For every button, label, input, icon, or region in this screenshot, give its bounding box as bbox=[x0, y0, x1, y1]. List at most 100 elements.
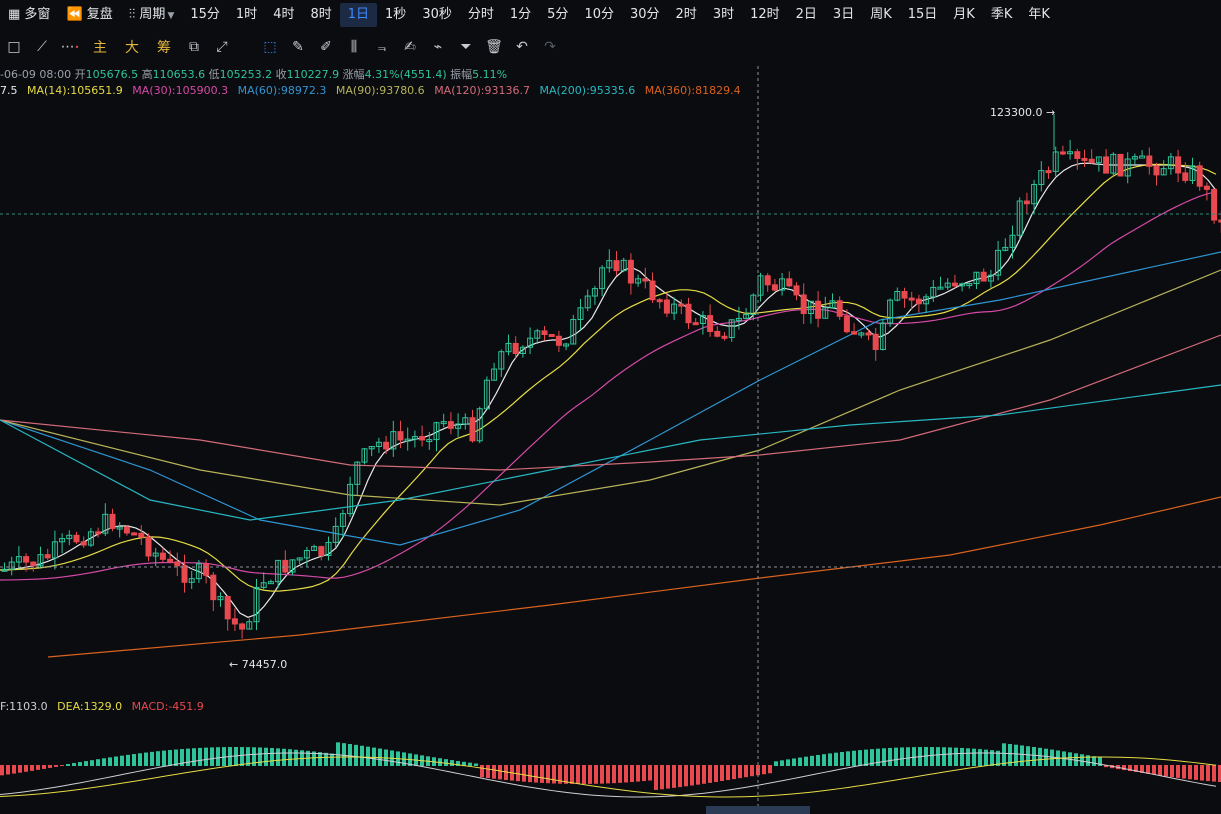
period-1y[interactable]: 年K bbox=[1028, 7, 1050, 22]
macd-bar bbox=[366, 746, 370, 766]
candle-body bbox=[944, 282, 951, 288]
replay-button[interactable]: ⏪ 复盘 bbox=[66, 7, 113, 22]
candle-body bbox=[1175, 156, 1182, 174]
candle-body bbox=[1218, 219, 1221, 223]
candle-body bbox=[282, 559, 289, 573]
candle-body bbox=[1016, 200, 1023, 236]
candle-body bbox=[1146, 155, 1153, 167]
macd-bar bbox=[528, 765, 532, 783]
fib-icon[interactable]: ⫬ bbox=[377, 39, 387, 55]
period-1m[interactable]: 1分 bbox=[509, 7, 532, 22]
period-3h[interactable]: 3时 bbox=[712, 7, 735, 22]
candle-body bbox=[311, 546, 318, 551]
period-1s[interactable]: 1秒 bbox=[385, 7, 407, 22]
trash-icon[interactable]: 🗑 bbox=[485, 39, 503, 55]
note-icon[interactable]: ✍ bbox=[404, 39, 416, 55]
macd-bar bbox=[828, 753, 832, 766]
candle-body bbox=[8, 561, 15, 570]
macd-bar bbox=[564, 765, 568, 784]
main-indicator-button[interactable]: 主 bbox=[93, 40, 107, 56]
macd-bar bbox=[1008, 744, 1012, 766]
drawing-select-icon[interactable]: ⬚ bbox=[263, 39, 277, 55]
macd-bar bbox=[552, 765, 556, 784]
period-30m[interactable]: 30分 bbox=[629, 7, 660, 22]
period-15d[interactable]: 15日 bbox=[907, 7, 938, 22]
square-icon[interactable]: □ bbox=[7, 39, 21, 55]
candle-body bbox=[1167, 156, 1174, 170]
close-value: 110227.9 bbox=[286, 68, 340, 81]
amplitude-label: 振幅 bbox=[450, 68, 473, 81]
period-1q[interactable]: 季K bbox=[990, 7, 1013, 22]
macd-bar bbox=[60, 765, 64, 766]
candle-body bbox=[613, 260, 620, 272]
candle-body bbox=[181, 565, 188, 583]
redo-icon[interactable]: ↷ bbox=[544, 39, 556, 55]
period-12h[interactable]: 12时 bbox=[750, 7, 780, 22]
big-indicator-button[interactable]: 大 bbox=[125, 40, 139, 56]
chip-indicator-button[interactable]: 筹 bbox=[157, 40, 171, 56]
candle-body bbox=[1203, 185, 1210, 190]
candle-body bbox=[541, 330, 548, 336]
period-1w[interactable]: 周K bbox=[870, 7, 892, 22]
period-2h[interactable]: 2时 bbox=[675, 7, 697, 22]
macd-bar bbox=[570, 765, 574, 784]
macd-bar bbox=[810, 755, 814, 766]
period-1mo[interactable]: 月K bbox=[953, 7, 975, 22]
macd-bar bbox=[738, 765, 742, 779]
macd-bar bbox=[342, 743, 346, 766]
period-dropdown[interactable]: ⫶⫶ 周期 ▼ bbox=[128, 7, 175, 22]
change-label: 涨幅 bbox=[342, 68, 365, 81]
candle-body bbox=[843, 315, 850, 333]
undo-icon[interactable]: ↶ bbox=[516, 39, 528, 55]
candle-body bbox=[390, 431, 397, 450]
macd-bar bbox=[606, 765, 610, 784]
macd-bar bbox=[1188, 765, 1192, 780]
candle-body bbox=[354, 461, 361, 485]
more-icon[interactable]: ⋯ • bbox=[60, 39, 80, 55]
bars-icon[interactable]: ⫼ bbox=[350, 39, 358, 55]
ma200-line bbox=[0, 384, 1221, 521]
open-label: 开 bbox=[74, 68, 86, 81]
period-4h[interactable]: 4时 bbox=[273, 7, 295, 22]
high-value: 110653.6 bbox=[152, 68, 206, 81]
period-timeline[interactable]: 分时 bbox=[467, 7, 494, 22]
macd-bar bbox=[1206, 765, 1210, 782]
pen-icon[interactable]: ✐ bbox=[320, 39, 332, 55]
filter-icon[interactable]: ⏷ bbox=[460, 39, 472, 55]
macd-bar bbox=[996, 750, 1000, 766]
candle-body bbox=[822, 307, 829, 319]
period-2d[interactable]: 2日 bbox=[795, 7, 817, 22]
measure-icon[interactable]: ⤢ bbox=[216, 39, 228, 55]
macd-bar bbox=[942, 747, 946, 766]
period-5m[interactable]: 5分 bbox=[547, 7, 569, 22]
macd-bar bbox=[990, 750, 994, 766]
brush-icon[interactable]: ⌁ bbox=[433, 39, 443, 55]
macd-bar bbox=[144, 752, 148, 766]
macd-bar bbox=[204, 747, 208, 766]
period-8h[interactable]: 8时 bbox=[310, 7, 332, 22]
period-3d[interactable]: 3日 bbox=[832, 7, 855, 22]
period-30s[interactable]: 30秒 bbox=[422, 7, 452, 22]
candle-body bbox=[253, 586, 260, 623]
ruler-icon[interactable]: ✎ bbox=[292, 39, 304, 55]
period-15m[interactable]: 15分 bbox=[190, 7, 220, 22]
line-icon[interactable]: ⟋ bbox=[37, 39, 47, 55]
macd-bar bbox=[1146, 765, 1150, 774]
macd-bar bbox=[852, 750, 856, 766]
macd-bar bbox=[492, 765, 496, 779]
period-1h[interactable]: 1时 bbox=[235, 7, 258, 22]
period-10m[interactable]: 10分 bbox=[584, 7, 614, 22]
candle-body bbox=[483, 379, 490, 410]
indicator-icon[interactable]: ⧉ bbox=[189, 39, 199, 55]
multi-window-button[interactable]: ▦ 多窗 bbox=[8, 7, 51, 22]
macd-bar bbox=[858, 750, 862, 766]
candle-body bbox=[1182, 172, 1189, 181]
candle-body bbox=[188, 578, 195, 583]
candle-body bbox=[987, 274, 994, 282]
period-1d[interactable]: 1日 bbox=[339, 3, 378, 27]
candle-body bbox=[80, 541, 87, 546]
candle-body bbox=[51, 541, 58, 559]
macd-bar bbox=[1074, 753, 1078, 766]
candle-body bbox=[915, 298, 922, 305]
